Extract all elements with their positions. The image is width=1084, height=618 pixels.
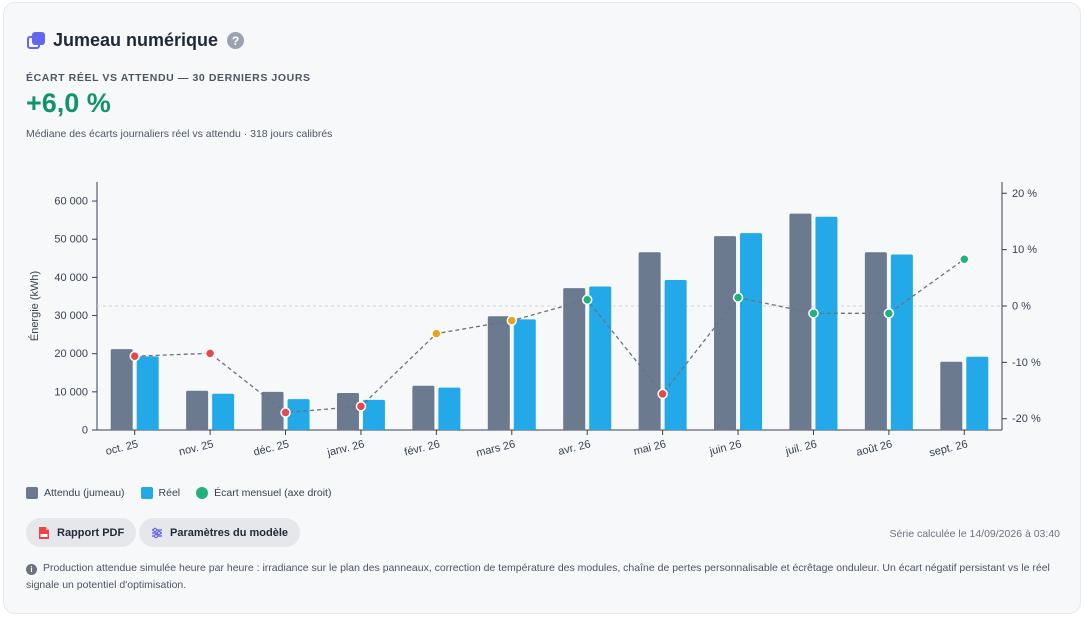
ecart-point [204,348,216,359]
ecart-point [355,401,367,412]
y-tick-label: 40 000 [54,272,88,284]
y2-tick-label: 10 % [1012,244,1037,256]
bar-attendu [110,349,133,430]
bar-reel [287,399,310,430]
x-tick-label: sept. 26 [928,438,969,459]
chart-legend: Attendu (jumeau) Réel Écart mensuel (axe… [26,487,347,499]
ecart-point [280,407,291,418]
ecart-point [657,388,668,400]
bar-reel [664,280,687,430]
info-icon: i [26,564,37,575]
x-tick-label: avr. 26 [557,438,592,458]
card-title: Jumeau numérique [53,30,219,50]
bar-attendu [638,252,661,430]
x-tick-label: mai 26 [632,438,667,458]
pdf-report-button[interactable]: Rapport PDF [26,518,137,547]
legend-swatch-attendu [26,487,38,499]
y-tick-label: 60 000 [54,196,88,208]
bar-reel [890,254,913,430]
bar-attendu [940,361,963,430]
y2-tick-label: -20 % [1012,413,1041,425]
x-tick-label: déc. 25 [252,438,290,458]
y-tick-label: 20 000 [54,348,88,360]
x-tick-label: nov. 25 [178,438,215,458]
x-tick-label: janv. 26 [325,438,365,459]
y2-tick-label: 0 % [1012,301,1031,313]
bar-attendu [261,391,284,430]
legend-swatch-reel [140,487,153,499]
x-tick-label: juin 26 [707,438,742,458]
y-tick-label: 30 000 [54,310,88,322]
bar-attendu [336,392,359,430]
legend-item-ecart[interactable]: Écart mensuel (axe droit) [196,487,331,499]
pdf-report-label: Rapport PDF [57,526,125,539]
bar-attendu [412,385,435,430]
twin-logo-icon [27,31,45,50]
bar-attendu [864,252,887,430]
x-tick-label: juil. 26 [783,438,818,458]
legend-item-attendu[interactable]: Attendu (jumeau) [26,487,125,499]
legend-swatch-ecart [196,487,209,499]
x-tick-label: févr. 26 [403,438,441,458]
y-tick-label: 10 000 [54,386,88,398]
y-axis-label: Énergie (kWh) [28,271,41,341]
legend-label-attendu: Attendu (jumeau) [44,487,125,499]
bar-attendu [186,390,209,430]
bar-reel [362,399,385,430]
ecart-point [808,308,819,319]
ecart-point [883,308,895,319]
bar-attendu [789,213,812,430]
kpi-caption: Médiane des écarts journaliers réel vs a… [26,128,333,140]
ecart-point [581,294,593,306]
model-settings-label: Paramètres du modèle [170,526,288,539]
bar-reel [966,356,989,430]
card-header: Jumeau numérique ? [27,30,245,51]
ecart-point [431,328,442,339]
y2-tick-label: -10 % [1012,357,1041,369]
legend-label-reel: Réel [158,487,181,499]
bar-reel [136,356,159,430]
footnote-text: Production attendue simulée heure par he… [26,562,1050,591]
pdf-file-icon [39,526,49,539]
y-tick-label: 50 000 [54,234,88,246]
ecart-point [506,315,518,326]
bar-reel [815,216,838,430]
legend-label-ecart: Écart mensuel (axe droit) [214,487,332,499]
bar-reel [513,319,536,430]
bar-reel [740,233,763,430]
bar-attendu [487,316,510,430]
bar-reel [212,393,235,430]
energy-chart: 0 10 000 20 000 30 000 40 000 50 000 60 000 20 … [28,182,1041,460]
y2-tick-label: 20 % [1012,188,1037,200]
ecart-point [129,350,140,362]
model-settings-button[interactable]: Paramètres du modèle [139,518,300,547]
x-tick-label: août 26 [855,438,894,459]
sliders-icon [152,527,162,538]
calculation-timestamp: Série calculée le 14/09/2026 à 03:40 [889,528,1060,540]
x-tick-label: oct. 25 [104,438,139,458]
help-icon[interactable]: ? [227,32,245,49]
ecart-point [732,292,744,303]
ecart-line [134,258,965,414]
footnote: i Production attendue simulée heure par h… [26,560,1060,594]
legend-item-reel[interactable]: Réel [140,487,181,499]
x-tick-label: mars 26 [475,438,516,459]
kpi-overline: ÉCART RÉEL VS ATTENDU — 30 DERNIERS JOUR… [26,72,311,84]
bar-attendu [714,236,737,430]
bar-attendu [563,288,586,430]
y-tick-label: 0 [82,425,88,437]
ecart-point [959,253,970,265]
bar-reel [589,286,612,430]
bar-reel [438,387,461,430]
kpi-value: +6,0 % [26,88,111,118]
